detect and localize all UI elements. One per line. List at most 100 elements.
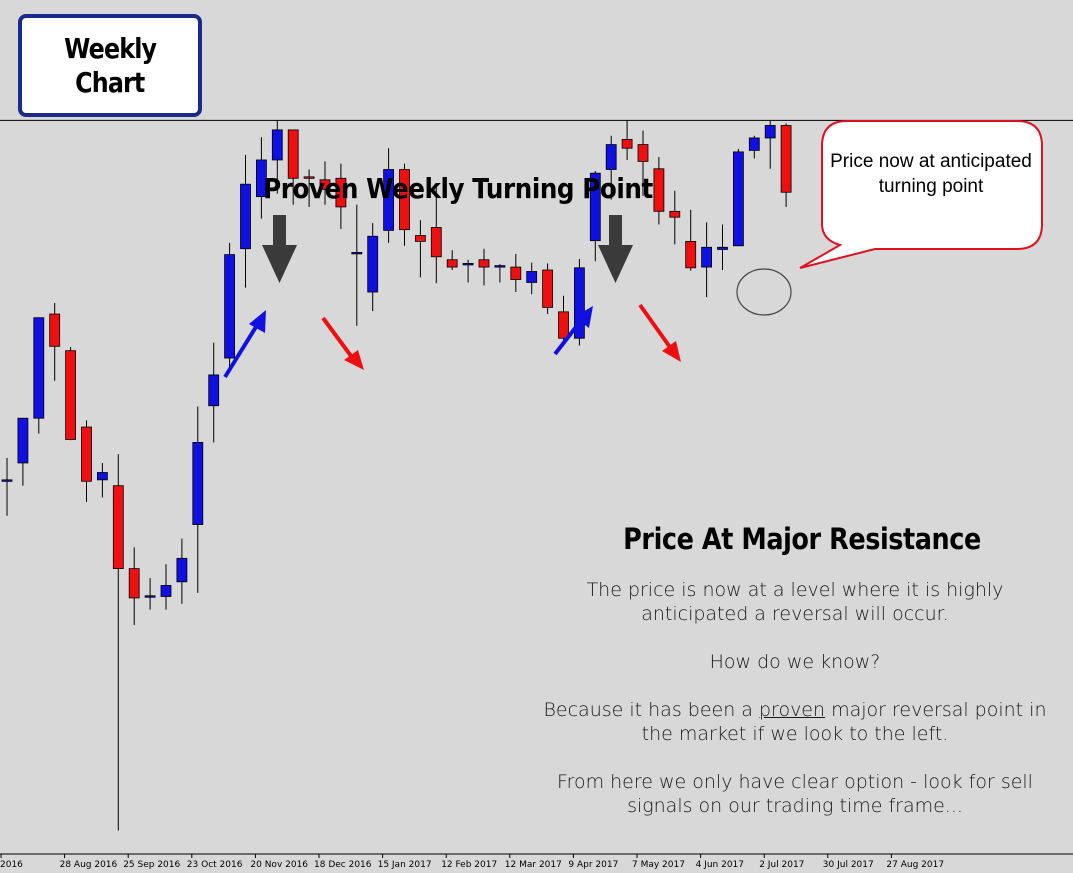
bullish-candle <box>255 137 267 219</box>
candle-body <box>780 125 792 193</box>
bearish-candle <box>287 129 299 205</box>
bearish-candle <box>621 120 633 160</box>
candle-body <box>255 159 267 198</box>
x-tick-label: 9 Apr 2017 <box>568 860 618 870</box>
candle-body <box>430 227 442 258</box>
bullish-candle <box>160 564 172 610</box>
timeframe-badge: Weekly Chart <box>18 14 202 117</box>
candle-body <box>33 317 45 419</box>
bearish-candle <box>558 295 569 342</box>
bullish-candle <box>733 148 744 247</box>
candle-body <box>160 585 172 597</box>
candle-body <box>542 269 553 308</box>
x-tick-label: 2 Jul 2017 <box>759 860 804 870</box>
bullish-candle <box>351 204 363 326</box>
bullish-candle <box>17 417 29 486</box>
paragraph-3: Because it has been a proven major rever… <box>540 698 1050 746</box>
x-tick-label: 30 Jul 2017 <box>823 860 874 870</box>
x-tick-label: 15 Jan 2017 <box>378 860 432 870</box>
paragraph-3-end: major reversal point in the market if we… <box>641 699 1047 745</box>
bearish-candle <box>319 161 331 205</box>
candle-body <box>81 426 92 482</box>
candles-layer <box>1 120 792 831</box>
x-tick-label: 2016 <box>0 860 23 870</box>
resistance-heading: Price At Major Resistance <box>623 522 981 556</box>
candle-body <box>478 259 490 268</box>
candle-body <box>494 265 506 268</box>
candle-body <box>208 374 220 407</box>
down-arrow-icon <box>598 215 633 283</box>
bearish-candle <box>112 454 124 831</box>
candle-body <box>653 168 665 212</box>
x-tick-label: 12 Feb 2017 <box>441 860 497 870</box>
candle-body <box>446 259 458 268</box>
bearish-candle <box>685 209 697 271</box>
candle-body <box>414 235 426 242</box>
bullish-candle <box>208 342 220 443</box>
bullish-candle <box>176 538 188 604</box>
x-tick-label: 7 May 2017 <box>632 860 685 870</box>
candle-body <box>558 311 569 339</box>
candle-body <box>224 254 236 359</box>
bearish-candle <box>637 130 649 196</box>
bearish-candle <box>128 547 140 626</box>
bullish-candle <box>574 259 585 346</box>
bullish-candle <box>383 148 395 243</box>
candle-body <box>303 176 315 179</box>
bullish-candle <box>192 406 204 593</box>
bearish-candle <box>669 190 681 245</box>
bearish-candle <box>446 250 458 271</box>
candle-body <box>764 125 776 139</box>
bullish-candle <box>717 224 728 271</box>
candle-body <box>271 129 283 161</box>
candle-body <box>335 177 347 208</box>
candle-body <box>669 210 681 218</box>
bullish-candle <box>240 154 251 288</box>
blue-up-arrow-icon <box>223 310 266 379</box>
bullish-candle <box>33 317 45 434</box>
bearish-candle <box>510 253 522 293</box>
x-tick-label: 25 Sep 2016 <box>123 860 180 870</box>
candle-body <box>574 267 585 339</box>
callout-bubble <box>799 120 1043 269</box>
bearish-candle <box>414 220 426 278</box>
candle-body <box>748 137 760 151</box>
bullish-candle <box>748 135 760 159</box>
candle-body <box>701 246 712 268</box>
candle-body <box>287 129 299 179</box>
bullish-candle <box>764 121 776 169</box>
candle-body <box>97 472 108 481</box>
badge-line-2: Chart <box>75 65 145 99</box>
candle-body <box>65 350 76 440</box>
candle-body <box>1 479 13 482</box>
bullish-candle <box>526 262 538 295</box>
bullish-candle <box>224 242 236 372</box>
candle-body <box>176 557 188 583</box>
x-tick-label: 27 Aug 2017 <box>886 860 944 870</box>
bullish-candle <box>144 578 156 610</box>
bearish-candle <box>780 123 792 207</box>
candle-body <box>399 169 410 231</box>
bullish-candle <box>605 135 617 200</box>
candle-body <box>526 271 538 283</box>
x-tick-label: 12 Mar 2017 <box>505 860 562 870</box>
candle-body <box>383 169 395 231</box>
x-axis-ticks: 2016 28 Aug 2016 25 Sep 2016 23 Oct 2016 20 … <box>0 854 944 870</box>
paragraph-4: From here we only have clear option - lo… <box>557 771 1033 817</box>
callout-text: Price now at anticipated turning point <box>830 151 1032 197</box>
candle-body <box>621 139 633 149</box>
bearish-candle <box>399 163 410 246</box>
bullish-candle <box>271 120 283 194</box>
candle-body <box>717 246 728 250</box>
candle-body <box>192 442 204 525</box>
x-tick-label: 28 Aug 2016 <box>60 860 118 870</box>
paragraph-1: The price is now at a level where it is … <box>586 579 1004 625</box>
highlight-circle <box>736 268 792 316</box>
x-tick-label: 23 Oct 2016 <box>187 860 243 870</box>
bearish-candle <box>81 420 92 502</box>
x-tick-label: 4 Jun 2017 <box>696 860 744 870</box>
bearish-candle <box>303 169 315 207</box>
candle-body <box>733 151 744 247</box>
bullish-candle <box>97 462 108 498</box>
red-down-arrow-icon <box>321 316 364 370</box>
